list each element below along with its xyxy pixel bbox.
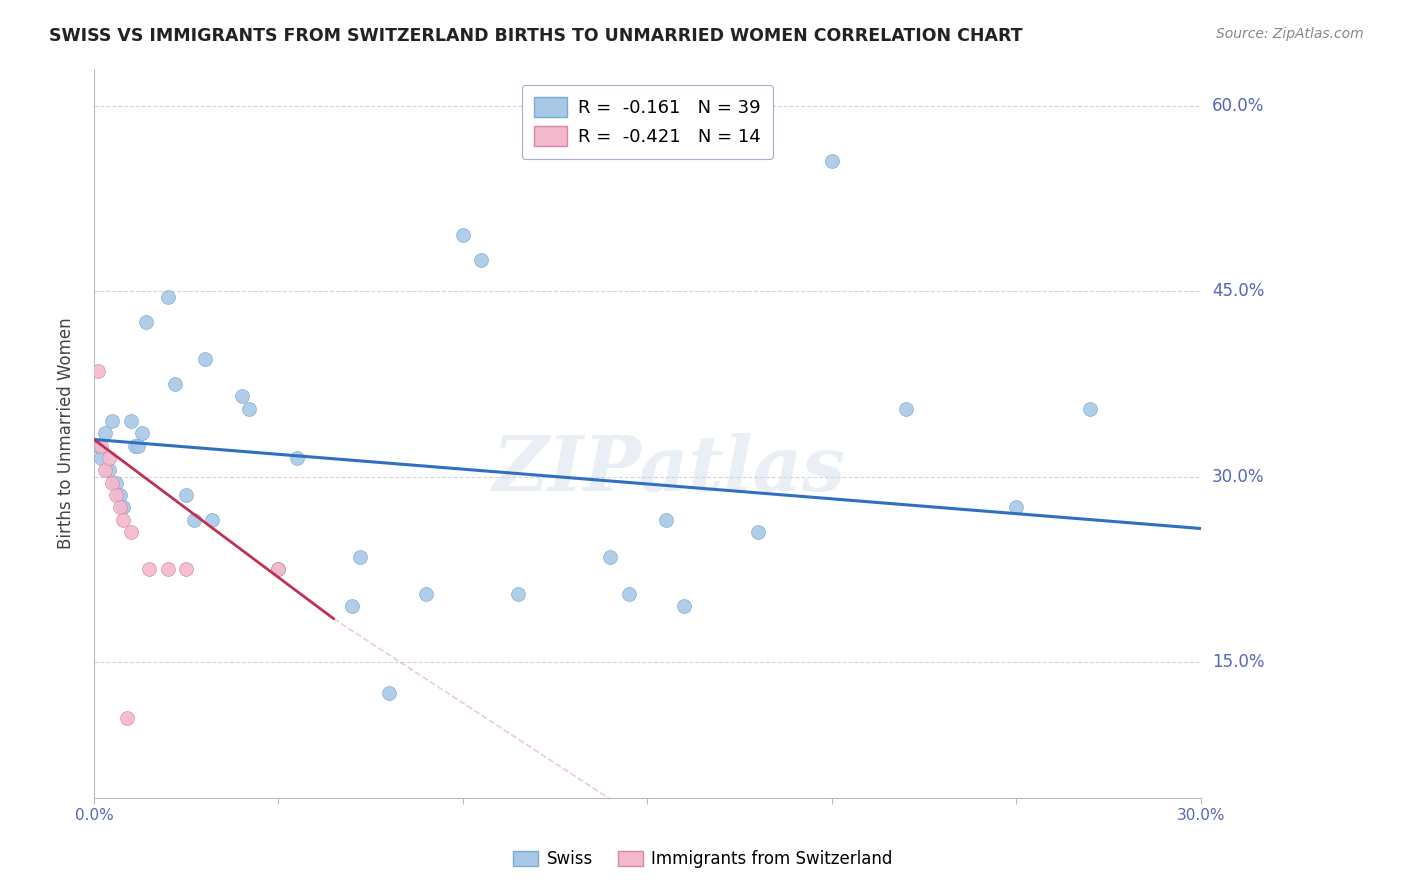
- Point: [112, 500, 135, 515]
- Point: [120, 414, 142, 428]
- Point: [86, 364, 108, 378]
- Point: [655, 513, 678, 527]
- Legend: R =  -0.161   N = 39, R =  -0.421   N = 14: R = -0.161 N = 39, R = -0.421 N = 14: [522, 85, 773, 159]
- Point: [97, 450, 120, 465]
- Point: [131, 426, 153, 441]
- Point: [112, 513, 135, 527]
- Text: ZIPatlas: ZIPatlas: [494, 433, 846, 507]
- Point: [105, 488, 128, 502]
- Point: [108, 488, 131, 502]
- Point: [174, 488, 197, 502]
- Point: [451, 228, 474, 243]
- Point: [124, 439, 146, 453]
- Point: [138, 562, 160, 576]
- Point: [747, 525, 769, 540]
- Point: [97, 463, 120, 477]
- Point: [115, 711, 138, 725]
- Point: [86, 439, 108, 453]
- Point: [894, 401, 917, 416]
- Text: Source: ZipAtlas.com: Source: ZipAtlas.com: [1216, 27, 1364, 41]
- Point: [231, 389, 253, 403]
- Point: [94, 463, 117, 477]
- Point: [156, 562, 179, 576]
- Point: [349, 549, 371, 564]
- Point: [285, 450, 308, 465]
- Point: [183, 513, 205, 527]
- Point: [617, 587, 640, 601]
- Point: [120, 525, 142, 540]
- Point: [1005, 500, 1028, 515]
- Point: [90, 450, 112, 465]
- Point: [127, 439, 149, 453]
- Point: [101, 414, 124, 428]
- Point: [174, 562, 197, 576]
- Point: [105, 475, 128, 490]
- Point: [1078, 401, 1101, 416]
- Point: [342, 599, 364, 614]
- Point: [508, 587, 530, 601]
- Point: [194, 352, 217, 367]
- Point: [165, 376, 187, 391]
- Point: [135, 315, 157, 329]
- Point: [267, 562, 290, 576]
- Legend: Swiss, Immigrants from Switzerland: Swiss, Immigrants from Switzerland: [506, 844, 900, 875]
- Point: [599, 549, 621, 564]
- Text: SWISS VS IMMIGRANTS FROM SWITZERLAND BIRTHS TO UNMARRIED WOMEN CORRELATION CHART: SWISS VS IMMIGRANTS FROM SWITZERLAND BIR…: [49, 27, 1022, 45]
- Point: [201, 513, 224, 527]
- Text: 60.0%: 60.0%: [1212, 96, 1264, 114]
- Text: 30.0%: 30.0%: [1212, 467, 1264, 485]
- Point: [94, 426, 117, 441]
- Text: 15.0%: 15.0%: [1212, 653, 1264, 671]
- Point: [673, 599, 696, 614]
- Point: [108, 500, 131, 515]
- Point: [267, 562, 290, 576]
- Point: [415, 587, 437, 601]
- Text: 45.0%: 45.0%: [1212, 282, 1264, 300]
- Point: [238, 401, 260, 416]
- Point: [101, 475, 124, 490]
- Point: [470, 253, 492, 268]
- Point: [821, 154, 844, 169]
- Point: [378, 686, 401, 700]
- Point: [90, 439, 112, 453]
- Y-axis label: Births to Unmarried Women: Births to Unmarried Women: [58, 318, 75, 549]
- Point: [156, 290, 179, 304]
